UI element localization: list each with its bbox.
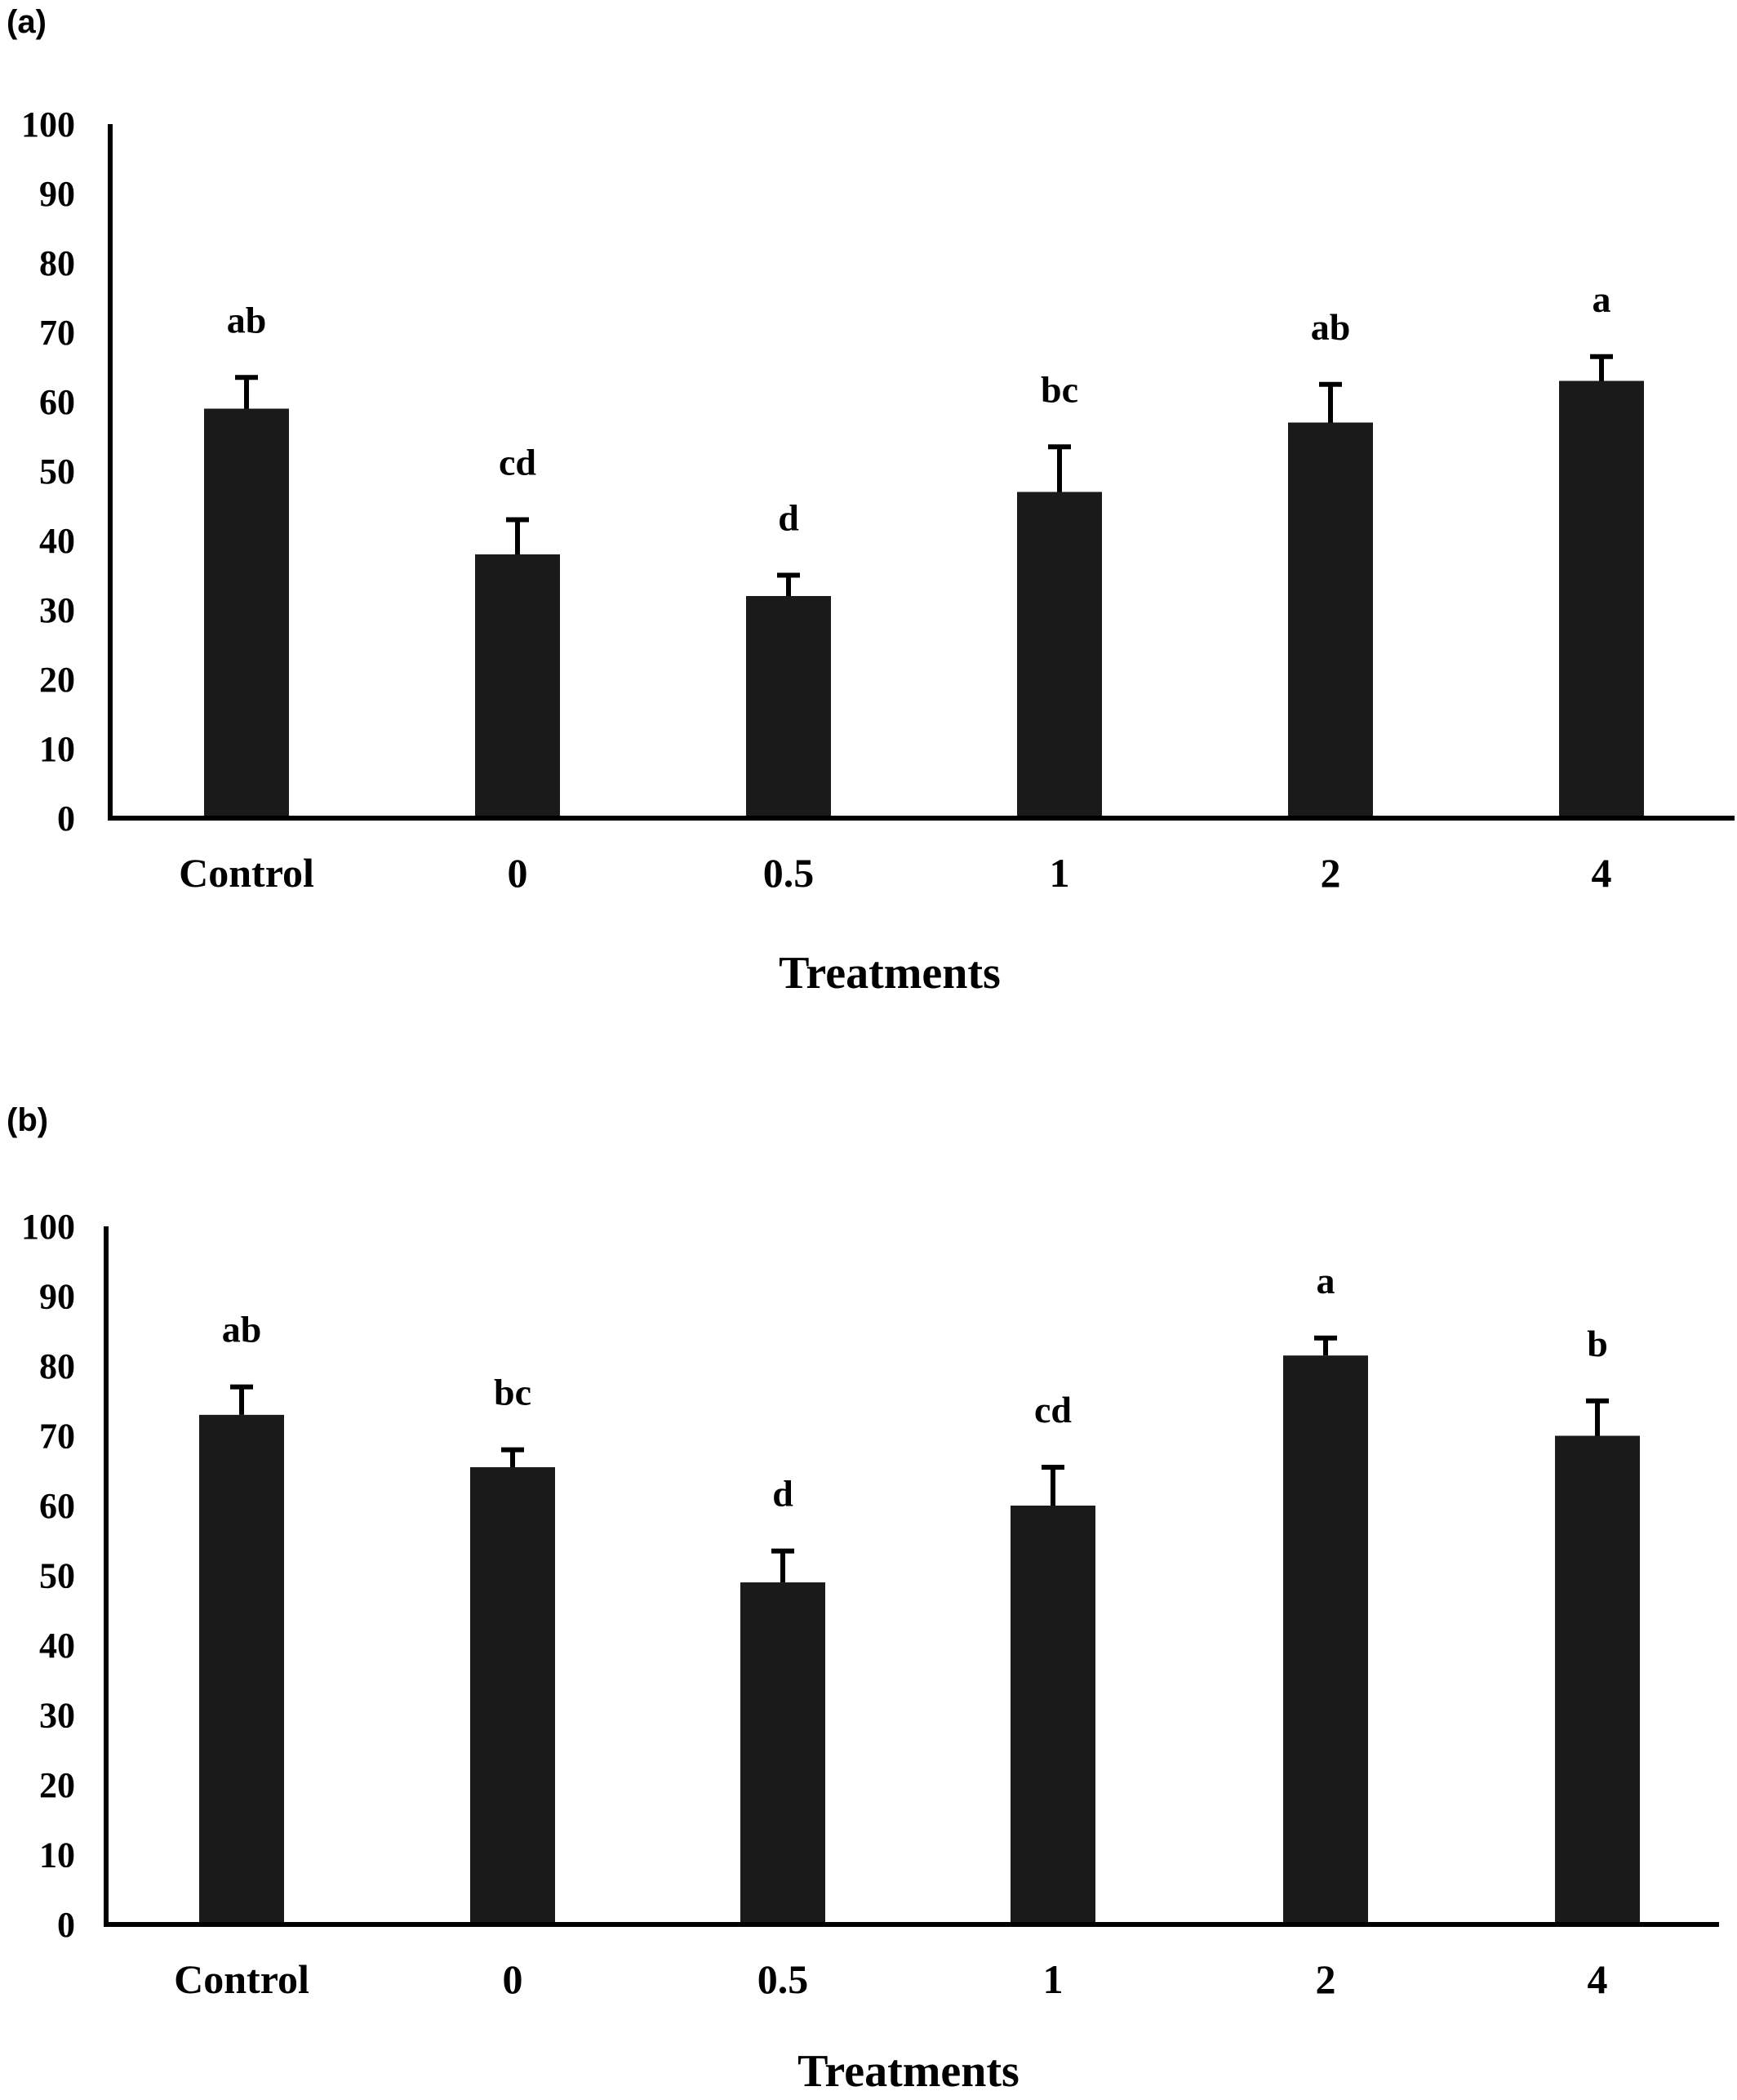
y-tick-label: 100: [21, 105, 75, 145]
significance-letter: bc: [1041, 368, 1078, 410]
bar: [470, 1466, 555, 1924]
x-tick-label: 4: [1592, 850, 1612, 896]
significance-letter: b: [1587, 1323, 1608, 1364]
bar: [1011, 1506, 1095, 1924]
x-tick-label: 2: [1316, 1956, 1336, 2002]
significance-letter: a: [1593, 278, 1611, 320]
y-tick-label: 40: [39, 521, 75, 561]
panel-label: (b): [7, 1102, 48, 1138]
y-tick-label: 70: [39, 1417, 75, 1457]
y-tick-label: 80: [39, 1346, 75, 1386]
y-tick-label: 10: [39, 1835, 75, 1875]
y-tick-label: 40: [39, 1626, 75, 1666]
x-tick-label: Control: [179, 850, 314, 896]
bar: [1283, 1355, 1368, 1924]
significance-letter: bc: [494, 1372, 531, 1413]
panel-label: (a): [7, 4, 47, 40]
x-tick-label: 4: [1588, 1956, 1608, 2002]
y-tick-label: 30: [39, 1696, 75, 1736]
significance-letter: ab: [1311, 306, 1351, 348]
y-tick-label: 50: [39, 452, 75, 492]
y-tick-label: 90: [39, 1277, 75, 1317]
y-tick-label: 90: [39, 174, 75, 214]
significance-letter: d: [778, 497, 799, 539]
y-tick-label: 10: [39, 729, 75, 769]
bar: [1017, 492, 1102, 818]
significance-letter: ab: [227, 299, 267, 340]
bar: [746, 596, 831, 818]
y-tick-label: 80: [39, 243, 75, 283]
bar: [475, 554, 560, 818]
significance-letter: a: [1317, 1260, 1335, 1301]
x-axis-label: Treatments: [797, 2046, 1020, 2097]
x-tick-label: 1: [1050, 850, 1070, 896]
y-tick-label: 60: [39, 1486, 75, 1526]
bar: [1555, 1435, 1640, 1924]
significance-letter: d: [772, 1473, 793, 1515]
chart-panel-a: (a) Treatments 0102030405060708090100abC…: [7, 4, 1735, 999]
x-tick-label: 2: [1321, 850, 1341, 896]
x-axis-label: Treatments: [779, 948, 1001, 999]
significance-letter: ab: [222, 1309, 262, 1350]
y-tick-label: 50: [39, 1556, 75, 1596]
bar: [199, 1414, 284, 1924]
y-tick-label: 60: [39, 382, 75, 422]
x-tick-label: 0: [503, 1956, 523, 2002]
y-tick-label: 0: [57, 799, 75, 839]
chart-panel-b: (b) Treatments 0102030405060708090100abC…: [7, 1102, 1719, 2097]
significance-letter: cd: [499, 442, 536, 483]
y-tick-label: 30: [39, 590, 75, 630]
y-tick-label: 20: [39, 660, 75, 700]
bar: [1288, 422, 1373, 818]
bar: [740, 1582, 825, 1924]
bar: [204, 408, 289, 818]
x-tick-label: 0: [508, 850, 528, 896]
x-tick-label: 0.5: [763, 850, 815, 896]
y-tick-label: 70: [39, 313, 75, 353]
x-tick-label: Control: [174, 1956, 309, 2002]
y-tick-label: 0: [57, 1905, 75, 1945]
y-tick-label: 100: [21, 1207, 75, 1247]
x-tick-label: 0.5: [757, 1956, 809, 2002]
y-tick-label: 20: [39, 1765, 75, 1805]
x-tick-label: 1: [1043, 1956, 1064, 2002]
bar: [1559, 380, 1644, 818]
significance-letter: cd: [1034, 1389, 1072, 1430]
